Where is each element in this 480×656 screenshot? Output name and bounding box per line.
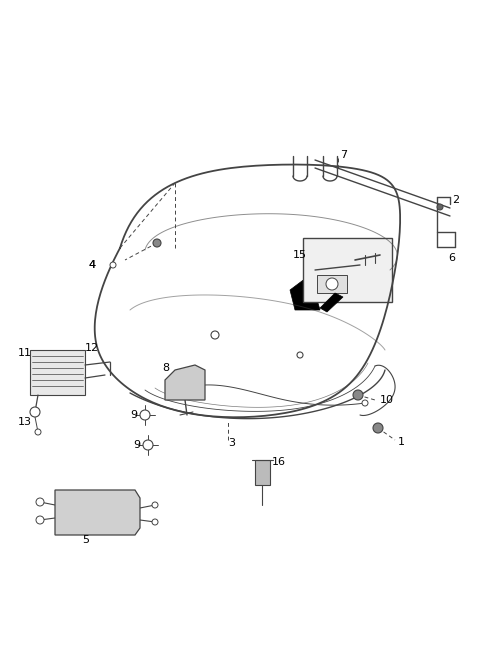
Text: 6: 6 <box>448 253 455 263</box>
Circle shape <box>437 204 443 210</box>
Text: 5: 5 <box>82 535 89 545</box>
Circle shape <box>152 519 158 525</box>
Circle shape <box>36 516 44 524</box>
Circle shape <box>353 390 363 400</box>
Text: 13: 13 <box>18 417 32 427</box>
Text: 2: 2 <box>452 195 459 205</box>
FancyBboxPatch shape <box>303 238 392 302</box>
Text: 15: 15 <box>293 250 307 260</box>
Polygon shape <box>290 275 320 310</box>
Text: 10: 10 <box>380 395 394 405</box>
Circle shape <box>143 440 153 450</box>
Circle shape <box>140 410 150 420</box>
Text: 12: 12 <box>85 343 99 353</box>
Text: 1: 1 <box>398 437 405 447</box>
Circle shape <box>153 239 161 247</box>
FancyBboxPatch shape <box>30 350 85 395</box>
Polygon shape <box>320 293 343 312</box>
Circle shape <box>326 278 338 290</box>
Text: 4: 4 <box>88 260 95 270</box>
Text: 4: 4 <box>88 260 95 270</box>
FancyBboxPatch shape <box>255 460 270 485</box>
FancyBboxPatch shape <box>317 275 347 293</box>
Circle shape <box>373 423 383 433</box>
Text: 11: 11 <box>18 348 32 358</box>
Text: 3: 3 <box>228 438 235 448</box>
Polygon shape <box>165 365 205 400</box>
Circle shape <box>110 262 116 268</box>
Text: 7: 7 <box>340 150 347 160</box>
Text: 16: 16 <box>272 457 286 467</box>
Circle shape <box>36 498 44 506</box>
Circle shape <box>152 502 158 508</box>
Circle shape <box>297 352 303 358</box>
Text: 9: 9 <box>133 440 140 450</box>
Polygon shape <box>55 490 140 535</box>
Text: 9: 9 <box>130 410 137 420</box>
Circle shape <box>211 331 219 339</box>
Circle shape <box>35 429 41 435</box>
Circle shape <box>362 400 368 406</box>
Circle shape <box>30 407 40 417</box>
Text: 8: 8 <box>162 363 169 373</box>
